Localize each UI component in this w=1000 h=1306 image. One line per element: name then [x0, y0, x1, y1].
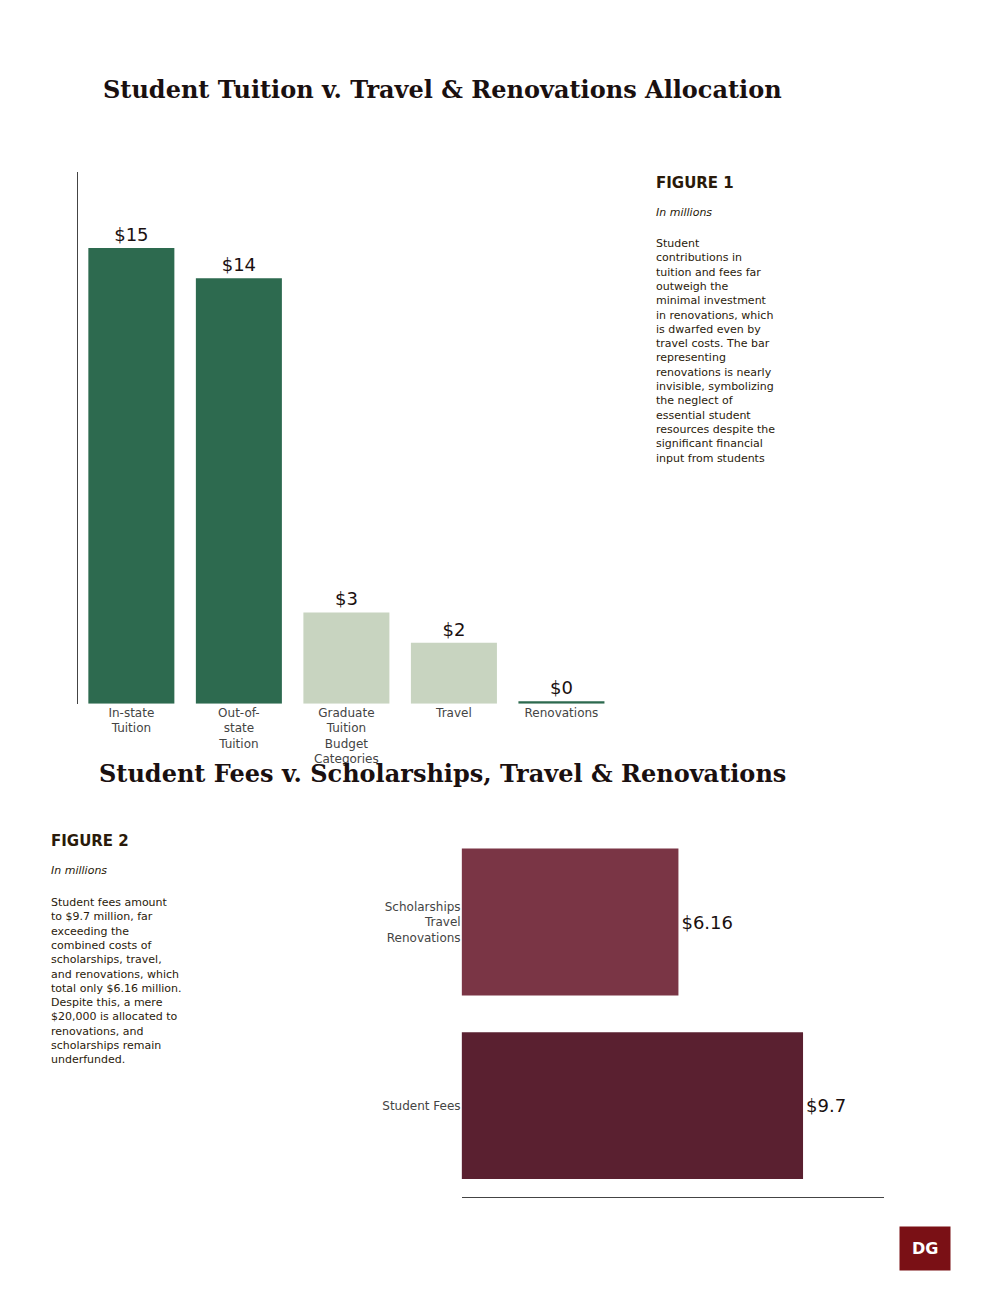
svg-text:In millions: In millions [656, 206, 712, 219]
svg-text:In-stateTuition: In-stateTuition [108, 706, 154, 736]
svg-text:$6.16: $6.16 [681, 912, 733, 933]
svg-text:$3: $3 [335, 588, 358, 609]
svg-text:$0: $0 [550, 677, 573, 698]
svg-text:Student Fees v. Scholarships,: Student Fees v. Scholarships, Travel & R… [99, 759, 786, 788]
svg-text:FIGURE 2: FIGURE 2 [51, 832, 129, 850]
svg-text:DG: DG [912, 1239, 938, 1258]
svg-text:Student Tuition v. Travel & Re: Student Tuition v. Travel & Renovations … [103, 75, 782, 104]
svg-text:$15: $15 [114, 224, 148, 245]
svg-text:Renovations: Renovations [525, 706, 599, 720]
svg-text:Studentcontributions intuition: Studentcontributions intuition and fees … [656, 237, 775, 465]
svg-text:Out-of-stateTuition: Out-of-stateTuition [218, 706, 260, 751]
svg-text:GraduateTuitionBudgetCategorie: GraduateTuitionBudgetCategories [314, 706, 379, 767]
svg-text:Student fees amountto $9.7 mil: Student fees amountto $9.7 million, fare… [51, 896, 182, 1066]
svg-text:$14: $14 [222, 254, 256, 275]
svg-text:In millions: In millions [51, 864, 107, 877]
svg-text:FIGURE 1: FIGURE 1 [656, 174, 734, 192]
svg-text:ScholarshipsTravelRenovations: ScholarshipsTravelRenovations [385, 900, 461, 945]
svg-text:$9.7: $9.7 [806, 1095, 846, 1116]
svg-text:Student Fees: Student Fees [382, 1099, 460, 1113]
svg-text:Travel: Travel [435, 706, 472, 720]
svg-text:$2: $2 [442, 619, 465, 640]
